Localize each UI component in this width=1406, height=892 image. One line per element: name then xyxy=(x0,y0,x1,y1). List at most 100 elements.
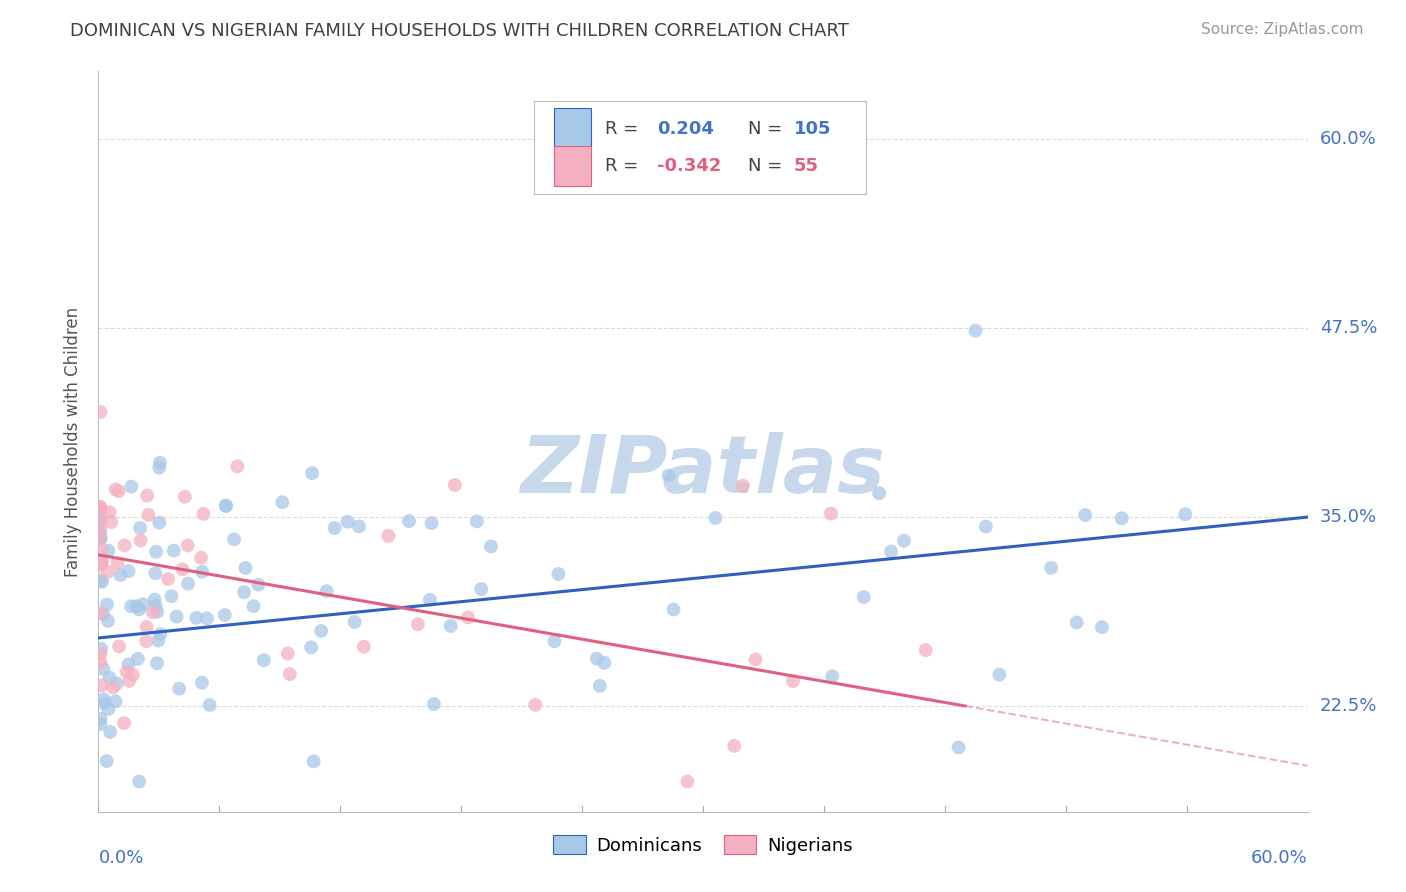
Point xyxy=(744,652,766,666)
Point xyxy=(146,657,169,671)
Point xyxy=(98,725,121,739)
Text: 0.0%: 0.0% xyxy=(98,849,143,868)
FancyBboxPatch shape xyxy=(554,108,591,149)
Point xyxy=(129,533,152,548)
Point xyxy=(89,531,111,545)
Point xyxy=(524,698,547,712)
Point xyxy=(190,550,212,565)
Point xyxy=(138,508,160,522)
Point xyxy=(215,499,238,513)
Text: N =: N = xyxy=(748,157,782,175)
Point xyxy=(420,516,443,530)
Point xyxy=(852,590,875,604)
Point xyxy=(89,500,111,514)
Point xyxy=(145,545,167,559)
Point xyxy=(89,500,111,515)
Point xyxy=(101,680,124,694)
Point xyxy=(226,459,249,474)
Point xyxy=(89,405,111,419)
Point xyxy=(893,533,915,548)
Point xyxy=(398,514,420,528)
Point xyxy=(148,460,170,475)
Point xyxy=(198,698,221,712)
Point xyxy=(1074,508,1097,522)
Point xyxy=(589,679,612,693)
Point xyxy=(94,697,117,711)
Point xyxy=(89,532,111,546)
Point xyxy=(148,516,170,530)
Point xyxy=(186,611,208,625)
Text: 35.0%: 35.0% xyxy=(1320,508,1376,526)
Point xyxy=(593,656,616,670)
Point xyxy=(96,754,118,768)
Point xyxy=(89,517,111,532)
Point xyxy=(96,598,118,612)
Point xyxy=(149,456,172,470)
Point xyxy=(224,533,246,547)
Point xyxy=(110,568,132,582)
Text: N =: N = xyxy=(748,120,782,137)
Point xyxy=(195,611,218,625)
Point xyxy=(115,665,138,679)
Text: 60.0%: 60.0% xyxy=(1251,849,1308,868)
FancyBboxPatch shape xyxy=(534,101,866,194)
Point xyxy=(97,614,120,628)
Point xyxy=(89,512,111,526)
Point xyxy=(157,572,180,586)
Point xyxy=(117,564,139,578)
Point xyxy=(214,607,236,622)
Text: ZIPatlas: ZIPatlas xyxy=(520,432,886,510)
Point xyxy=(479,540,502,554)
Point xyxy=(166,609,188,624)
Point xyxy=(868,486,890,500)
Point xyxy=(419,592,441,607)
Point xyxy=(89,606,111,620)
Point xyxy=(585,651,607,665)
Point xyxy=(145,599,167,613)
Point xyxy=(271,495,294,509)
Point xyxy=(91,555,114,569)
Point xyxy=(128,774,150,789)
Text: 55: 55 xyxy=(794,157,818,175)
Point xyxy=(105,556,128,570)
Text: -0.342: -0.342 xyxy=(657,157,721,175)
Point xyxy=(444,478,467,492)
Point xyxy=(129,521,152,535)
Point xyxy=(1040,561,1063,575)
Point xyxy=(90,541,112,556)
Point xyxy=(89,712,111,726)
Point xyxy=(406,617,429,632)
Point xyxy=(662,602,685,616)
Point xyxy=(91,607,114,621)
Point xyxy=(172,562,194,576)
Point xyxy=(880,544,903,558)
Point xyxy=(89,647,111,661)
Point xyxy=(974,519,997,533)
Point xyxy=(948,740,970,755)
Point xyxy=(731,478,754,492)
Point xyxy=(143,592,166,607)
Point xyxy=(135,620,157,634)
Point xyxy=(89,510,111,524)
Point xyxy=(309,624,332,638)
Point xyxy=(97,702,120,716)
Point xyxy=(914,643,936,657)
Point xyxy=(100,515,122,529)
Point xyxy=(676,774,699,789)
Point xyxy=(89,558,111,573)
Text: 60.0%: 60.0% xyxy=(1320,130,1376,148)
Point xyxy=(117,657,139,672)
Point xyxy=(278,667,301,681)
Point xyxy=(90,678,112,692)
Point xyxy=(89,656,111,670)
Point xyxy=(108,640,131,654)
Point xyxy=(235,561,257,575)
Point xyxy=(177,539,200,553)
Text: Source: ZipAtlas.com: Source: ZipAtlas.com xyxy=(1201,22,1364,37)
FancyBboxPatch shape xyxy=(554,145,591,186)
Point xyxy=(1066,615,1088,630)
Point xyxy=(1091,620,1114,634)
Point xyxy=(193,507,215,521)
Text: DOMINICAN VS NIGERIAN FAMILY HOUSEHOLDS WITH CHILDREN CORRELATION CHART: DOMINICAN VS NIGERIAN FAMILY HOUSEHOLDS … xyxy=(70,22,849,40)
Y-axis label: Family Households with Children: Family Households with Children xyxy=(65,307,83,576)
